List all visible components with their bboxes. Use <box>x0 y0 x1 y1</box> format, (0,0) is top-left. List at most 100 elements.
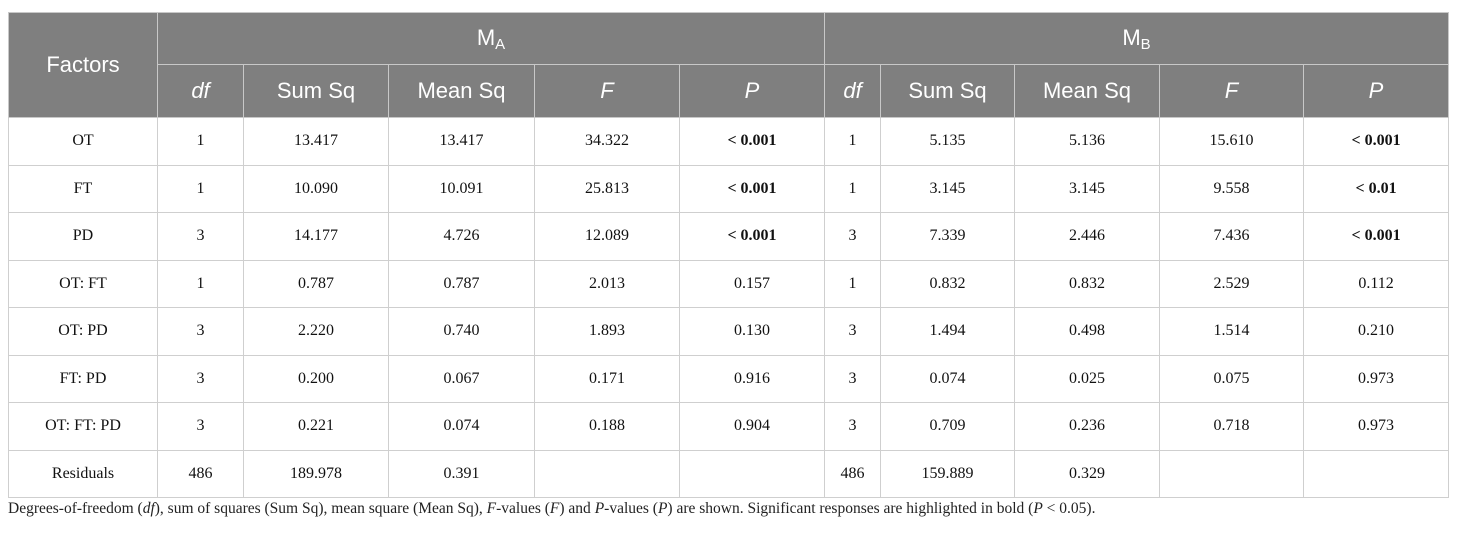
value-cell: 0.067 <box>388 354 535 403</box>
footnote-part: Degrees-of-freedom ( <box>8 500 143 517</box>
value-cell: 159.889 <box>880 449 1016 498</box>
value-cell: 7.436 <box>1159 212 1305 261</box>
value-cell: 0.130 <box>678 307 826 356</box>
value-cell: 1.893 <box>534 307 680 356</box>
value-cell: 1 <box>824 117 882 166</box>
column-header: P <box>678 64 826 118</box>
value-cell: 7.339 <box>880 212 1016 261</box>
p-cell: < 0.001 <box>1303 117 1450 166</box>
factor-cell: OT: FT: PD <box>8 402 158 451</box>
value-cell: 0.391 <box>388 449 535 498</box>
column-header: df <box>157 64 244 118</box>
value-cell: 0.074 <box>388 402 535 451</box>
value-cell: 0.157 <box>678 259 826 308</box>
row: FT 1 10.090 10.091 25.813 < 0.001 1 3.145 3.145 9… <box>8 164 1450 213</box>
value-cell: 486 <box>157 449 244 498</box>
value-cell: 0.832 <box>880 259 1016 308</box>
group-sub: A <box>495 35 506 53</box>
value-cell: 0.740 <box>388 307 535 356</box>
p-cell: < 0.001 <box>678 164 826 213</box>
value-cell: 189.978 <box>243 449 389 498</box>
value-cell: 1 <box>157 164 244 213</box>
row: FT: PD 3 0.200 0.067 0.171 0.916 3 0.074 0.025 0.… <box>8 354 1450 403</box>
value-cell: 1 <box>824 164 882 213</box>
value-cell: 2.013 <box>534 259 680 308</box>
footnote-part: < 0.05). <box>1042 500 1096 517</box>
p-cell: < 0.01 <box>1303 164 1450 213</box>
value-cell: 1 <box>157 117 244 166</box>
group-main: M <box>1122 24 1141 50</box>
value-cell: 3.145 <box>880 164 1016 213</box>
column-header: Sum Sq <box>243 64 389 118</box>
value-cell: 0.787 <box>388 259 535 308</box>
factor-cell: FT <box>8 164 158 213</box>
value-cell: 0.329 <box>1014 449 1161 498</box>
footnote-part: F <box>549 500 560 517</box>
value-cell: 12.089 <box>534 212 680 261</box>
value-cell: 0.188 <box>534 402 680 451</box>
footnote-part: df <box>142 500 155 517</box>
value-cell: 0.075 <box>1159 354 1305 403</box>
corner-header: Factors <box>8 12 158 118</box>
p-cell: < 0.001 <box>678 212 826 261</box>
row: OT: PD 3 2.220 0.740 1.893 0.130 3 1.494 0.498 1.… <box>8 307 1450 356</box>
footnote-part: -values ( <box>604 500 658 517</box>
factor-cell: OT <box>8 117 158 166</box>
footnote-part: -values ( <box>496 500 550 517</box>
group-header: MA <box>156 12 826 65</box>
factor-cell: PD <box>8 212 158 261</box>
value-cell: 4.726 <box>388 212 535 261</box>
value-cell: 0.210 <box>1303 307 1450 356</box>
factor-cell: OT: FT <box>8 259 158 308</box>
value-cell: 0.074 <box>880 354 1016 403</box>
value-cell: 0.025 <box>1014 354 1161 403</box>
row: OT 1 13.417 13.417 34.322 < 0.001 1 5.135 5.136 1… <box>8 117 1450 166</box>
value-cell: 2.446 <box>1014 212 1161 261</box>
value-cell: 3 <box>824 354 882 403</box>
factor-cell: OT: PD <box>8 307 158 356</box>
value-cell: 3 <box>157 354 244 403</box>
factor-cell: FT: PD <box>8 354 158 403</box>
value-cell: 5.136 <box>1014 117 1161 166</box>
value-cell: 25.813 <box>534 164 680 213</box>
value-cell: 0.718 <box>1159 402 1305 451</box>
empty-cell <box>1159 449 1305 498</box>
column-header: Mean Sq <box>388 64 535 118</box>
value-cell: 15.610 <box>1159 117 1305 166</box>
footnote-part: ) and <box>559 500 595 517</box>
value-cell: 0.498 <box>1014 307 1161 356</box>
value-cell: 3 <box>824 307 882 356</box>
value-cell: 2.529 <box>1159 259 1305 308</box>
row: PD 3 14.177 4.726 12.089 < 0.001 3 7.339 2.446 7.… <box>8 212 1450 261</box>
value-cell: 3 <box>157 402 244 451</box>
value-cell: 13.417 <box>388 117 535 166</box>
empty-cell <box>678 449 826 498</box>
factor-cell: Residuals <box>8 449 158 498</box>
empty-cell <box>1303 449 1450 498</box>
row: Residuals 486 189.978 0.391 486 159.889 0.329 <box>8 449 1450 498</box>
group-main: M <box>476 24 496 50</box>
footnote-part: F <box>486 500 497 517</box>
value-cell: 0.787 <box>243 259 389 308</box>
empty-cell <box>534 449 680 498</box>
p-cell: < 0.001 <box>1303 212 1450 261</box>
footnote-part: ), sum of squares (Sum Sq), mean square … <box>154 500 487 517</box>
footnote-part: P <box>657 500 668 517</box>
value-cell: 10.091 <box>388 164 535 213</box>
value-cell: 0.904 <box>678 402 826 451</box>
value-cell: 0.200 <box>243 354 389 403</box>
value-cell: 9.558 <box>1159 164 1305 213</box>
group-header: MB <box>824 12 1450 65</box>
value-cell: 1.494 <box>880 307 1016 356</box>
value-cell: 486 <box>824 449 882 498</box>
value-cell: 3 <box>824 402 882 451</box>
value-cell: 2.220 <box>243 307 389 356</box>
value-cell: 14.177 <box>243 212 389 261</box>
value-cell: 3 <box>824 212 882 261</box>
group-sub: B <box>1140 35 1151 53</box>
value-cell: 5.135 <box>880 117 1016 166</box>
value-cell: 3.145 <box>1014 164 1161 213</box>
value-cell: 1.514 <box>1159 307 1305 356</box>
